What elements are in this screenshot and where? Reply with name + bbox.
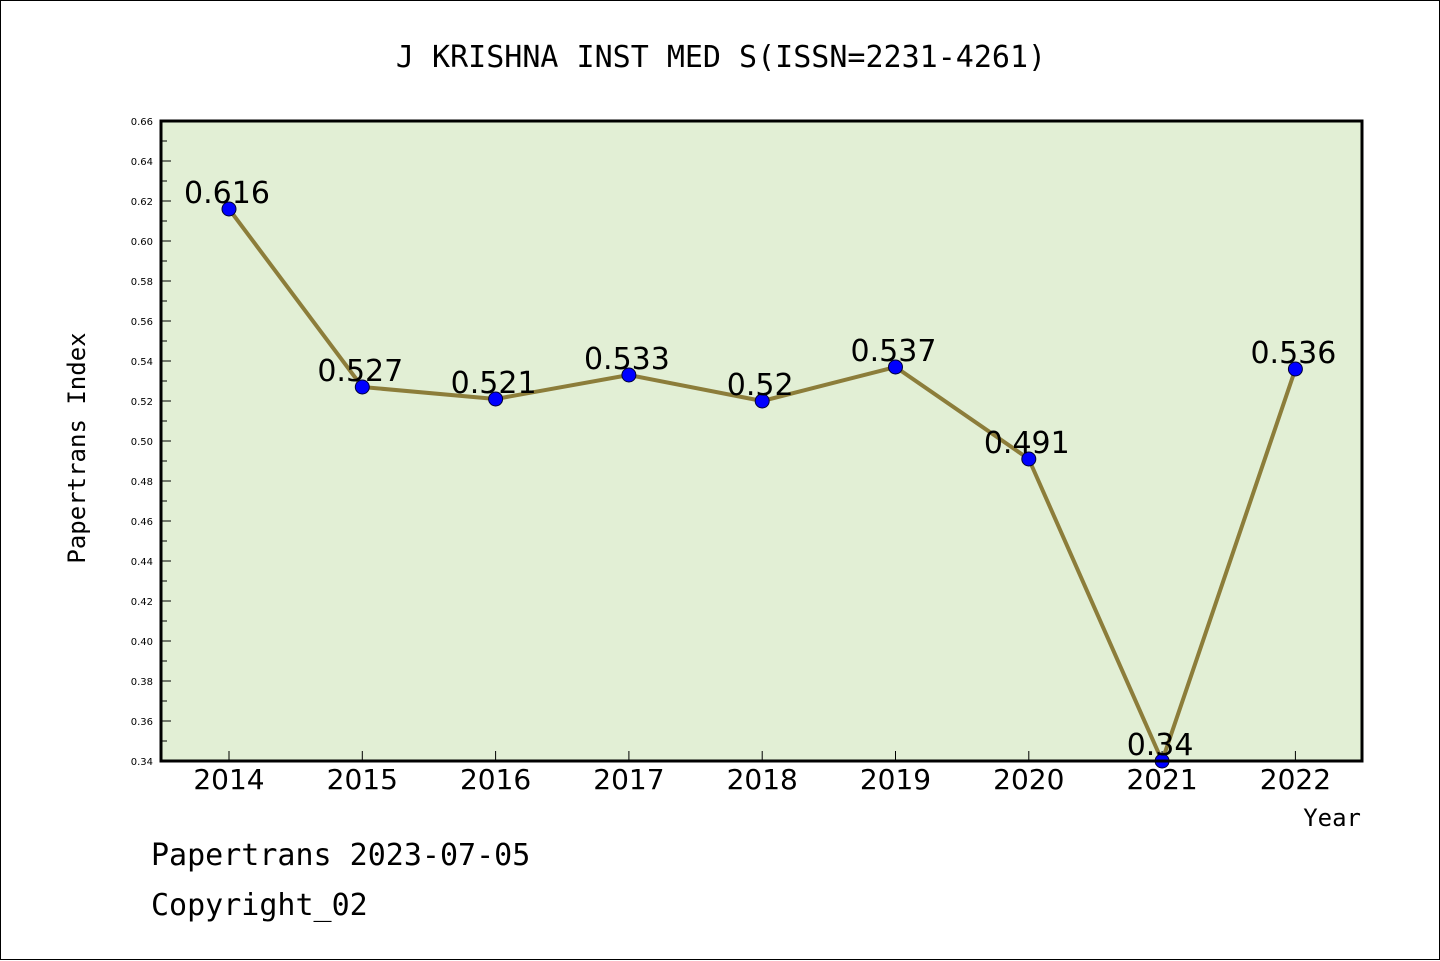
y-tick-label: 0.36 xyxy=(131,717,153,728)
x-axis-label: Year xyxy=(1303,804,1361,832)
data-point xyxy=(754,393,770,409)
y-tick-label: 0.52 xyxy=(131,397,153,408)
y-tick-label: 0.42 xyxy=(131,597,153,608)
y-axis-ticks: 0.34 0.36 0.38 0.40 0.42 0.44 0.46 0.48 0.50 0.52… xyxy=(131,117,171,768)
y-tick-label: 0.40 xyxy=(131,637,153,648)
data-labels-group: 0.616 0.527 0.521 0.533 0.52 0.537 0.491 0.34 0.… xyxy=(184,176,1336,763)
data-label: 0.52 xyxy=(727,368,794,403)
y-tick-label: 0.34 xyxy=(131,757,153,768)
x-tick-label: 2019 xyxy=(860,763,931,796)
y-tick-label: 0.54 xyxy=(131,357,153,368)
x-tick-label: 2020 xyxy=(993,763,1064,796)
data-point xyxy=(888,359,903,375)
data-point xyxy=(354,379,370,395)
plot-border xyxy=(159,119,1364,763)
y-tick-label: 0.60 xyxy=(131,237,153,248)
data-label: 0.536 xyxy=(1250,336,1336,371)
y-tick-label: 0.66 xyxy=(131,117,153,128)
y-tick-label: 0.50 xyxy=(131,437,153,448)
data-point xyxy=(1287,361,1303,377)
y-tick-label: 0.58 xyxy=(131,277,153,288)
x-tick-label: 2017 xyxy=(593,763,664,796)
data-label: 0.537 xyxy=(851,334,937,369)
data-point xyxy=(488,391,504,407)
data-label: 0.34 xyxy=(1127,728,1194,763)
y-tick-label: 0.46 xyxy=(131,517,153,528)
x-tick-label: 2014 xyxy=(193,763,264,796)
y-tick-label: 0.48 xyxy=(131,477,153,488)
x-tick-label: 2015 xyxy=(327,763,398,796)
y-tick-label: 0.62 xyxy=(131,197,153,208)
x-tick-label: 2016 xyxy=(460,763,531,796)
x-tick-label: 2018 xyxy=(727,763,798,796)
series-group xyxy=(221,201,1303,769)
footer-copyright: Copyright_02 xyxy=(151,888,368,923)
y-tick-label: 0.56 xyxy=(131,317,153,328)
plot-area xyxy=(161,121,1362,761)
data-point xyxy=(621,367,637,383)
footer-date: Papertrans 2023-07-05 xyxy=(151,838,530,873)
data-point xyxy=(1021,451,1037,467)
y-axis-label: Papertrans Index xyxy=(63,332,91,563)
y-tick-label: 0.38 xyxy=(131,677,153,688)
x-axis-ticks: 2014 2015 2016 2017 2018 2019 2020 2021 2022 xyxy=(193,751,1331,796)
data-label: 0.527 xyxy=(317,354,403,389)
x-tick-label: 2022 xyxy=(1260,763,1331,796)
data-point xyxy=(221,201,237,217)
data-label: 0.616 xyxy=(184,176,270,211)
data-label: 0.533 xyxy=(584,342,670,377)
chart-title: J KRISHNA INST MED S(ISSN=2231-4261) xyxy=(396,40,1046,75)
data-label: 0.521 xyxy=(451,366,537,401)
y-tick-label: 0.44 xyxy=(131,557,153,568)
data-label: 0.491 xyxy=(984,426,1070,461)
y-tick-label: 0.64 xyxy=(131,157,153,168)
